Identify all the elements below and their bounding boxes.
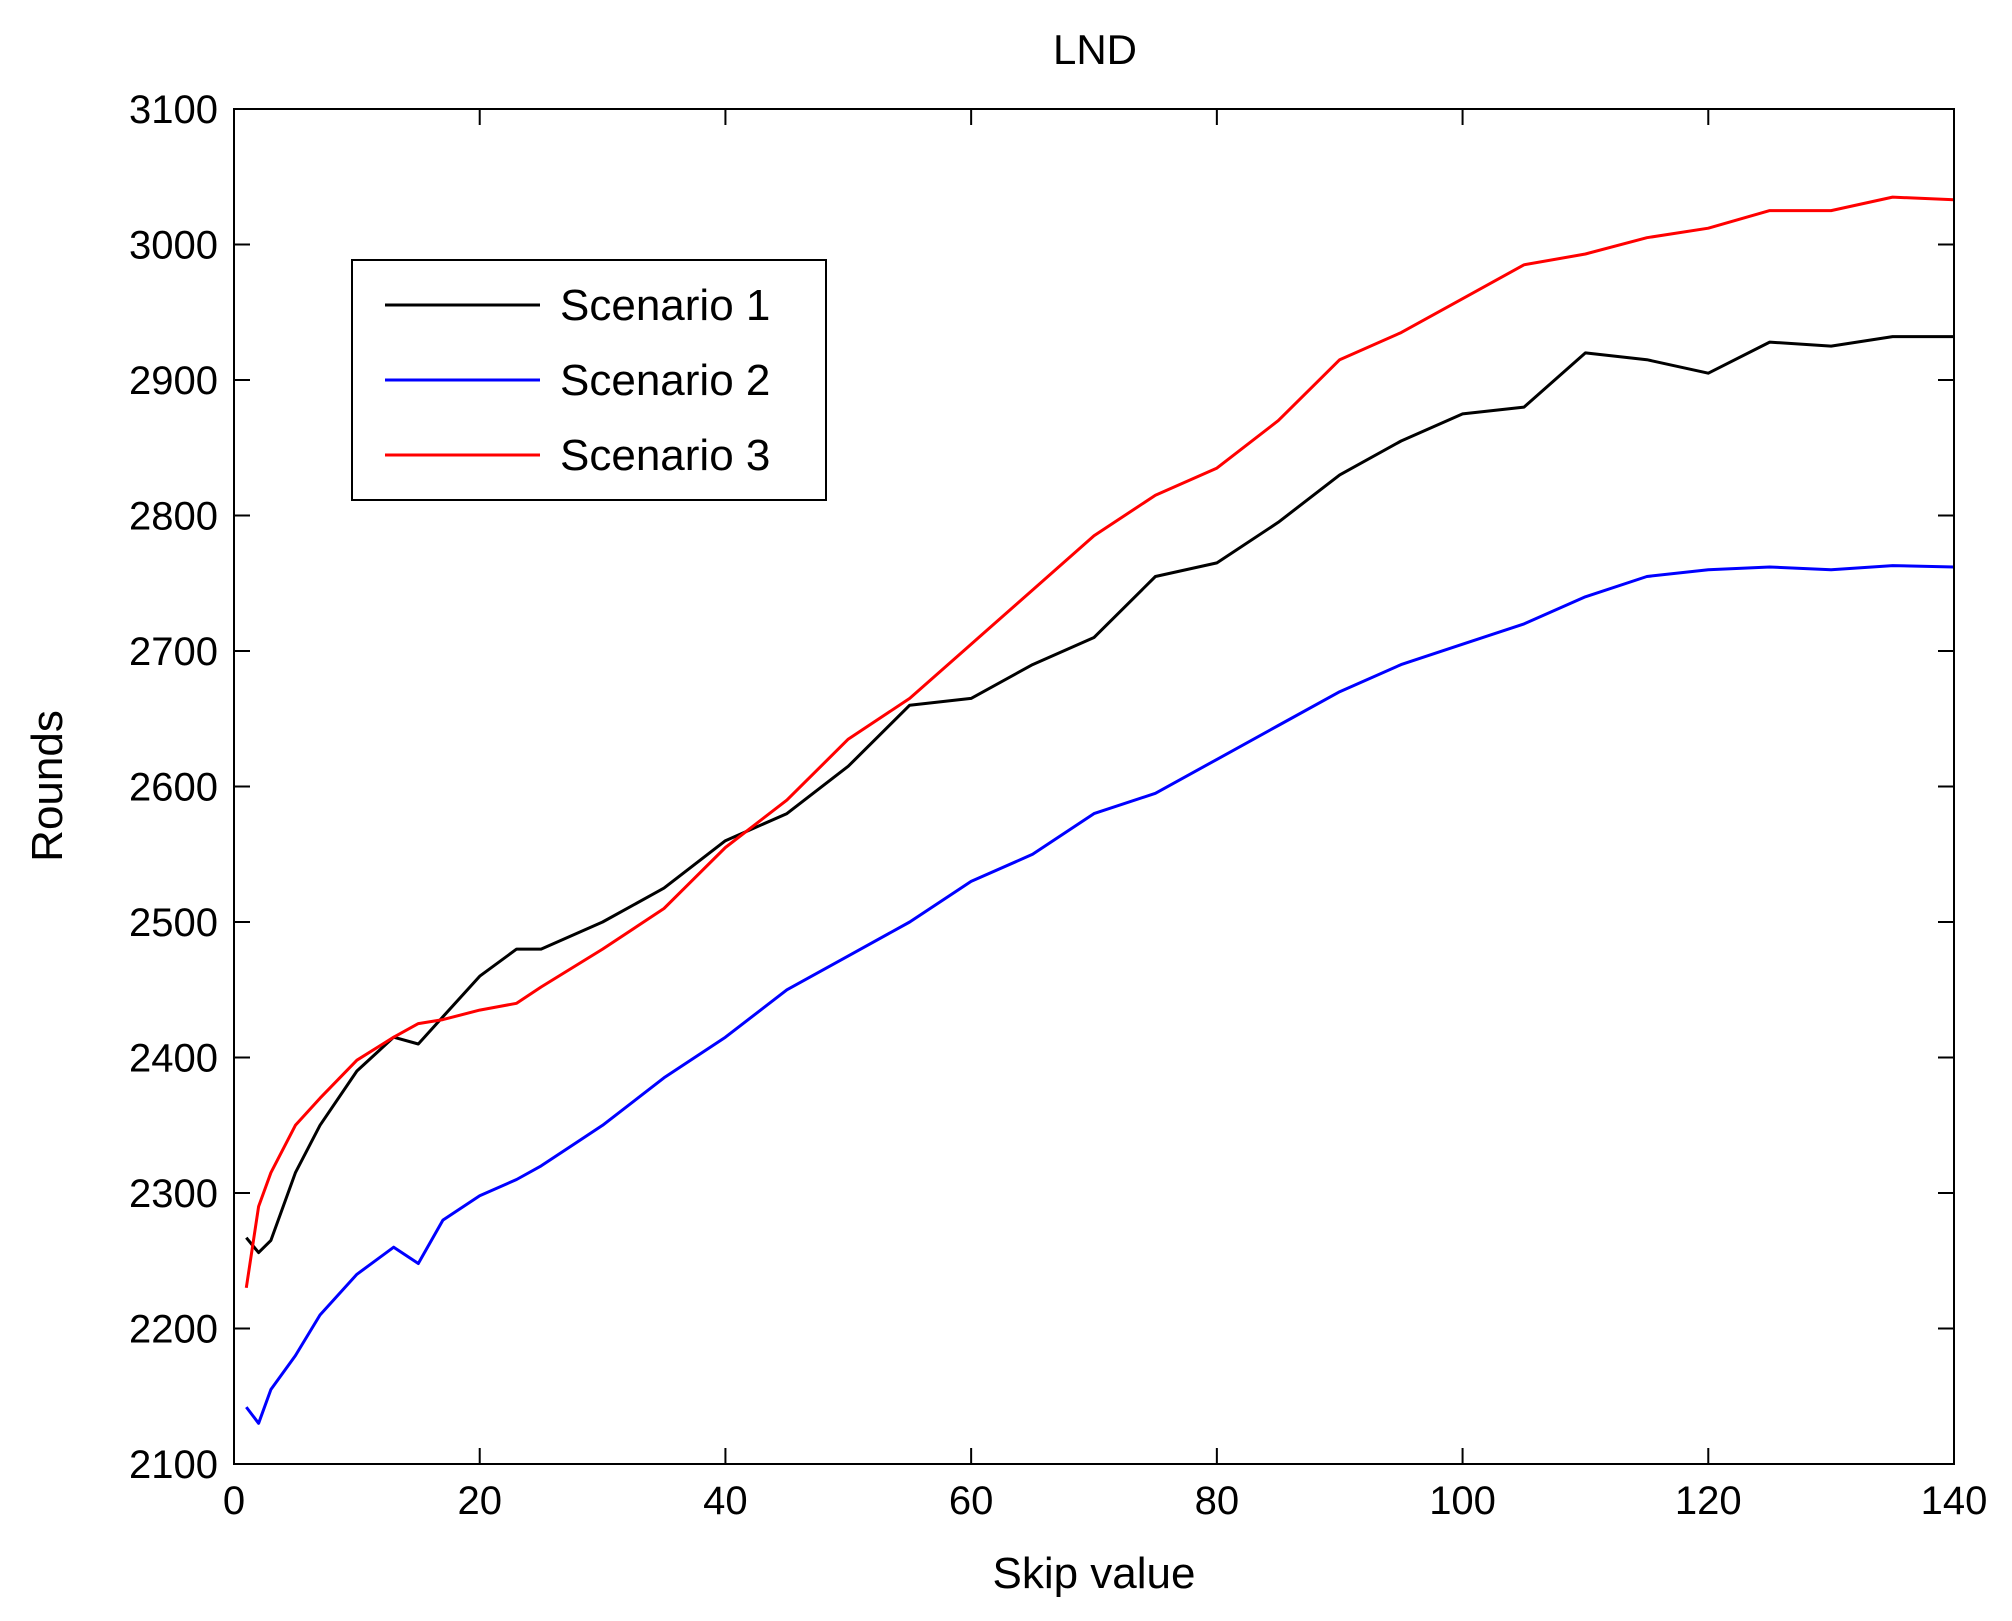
x-tick-label: 80 <box>1195 1479 1240 1523</box>
legend-label-3: Scenario 3 <box>560 431 770 480</box>
y-tick-label: 2200 <box>129 1308 218 1352</box>
y-tick-label: 2400 <box>129 1037 218 1081</box>
series-group <box>244 195 1955 1425</box>
series-line-2 <box>245 564 1955 1425</box>
x-axis-label: Skip value <box>992 1549 1195 1598</box>
x-tick-label: 100 <box>1429 1479 1496 1523</box>
y-tick-label: 2900 <box>129 359 218 403</box>
x-tick-label: 140 <box>1921 1479 1988 1523</box>
y-tick-label: 2100 <box>129 1443 218 1487</box>
y-tick-label: 3100 <box>129 88 218 132</box>
x-tick-label: 60 <box>949 1479 994 1523</box>
series-line-1 <box>245 335 1954 1255</box>
y-tick-label: 3000 <box>129 224 218 268</box>
series-line-3 <box>244 195 1955 1289</box>
y-tick-label: 2800 <box>129 495 218 539</box>
legend-label-2: Scenario 2 <box>560 356 770 405</box>
x-tick-label: 120 <box>1675 1479 1742 1523</box>
plot-frame <box>233 108 1955 1465</box>
x-tick-label: 40 <box>703 1479 748 1523</box>
ticks: 0 20 40 60 80 100 120 140 2100 2200 2300 2400 2500 26… <box>129 88 1987 1523</box>
y-tick-label: 2300 <box>129 1172 218 1216</box>
y-tick-label: 2600 <box>129 766 218 810</box>
legend-label-1: Scenario 1 <box>560 281 770 330</box>
y-tick-label: 2700 <box>129 630 218 674</box>
y-axis-label: Rounds <box>23 710 72 862</box>
x-tick-label: 20 <box>457 1479 502 1523</box>
chart-title: LND <box>1053 26 1137 73</box>
x-tick-label: 0 <box>223 1479 245 1523</box>
legend: Scenario 1 Scenario 2 Scenario 3 <box>351 259 827 501</box>
y-tick-label: 2500 <box>129 901 218 945</box>
